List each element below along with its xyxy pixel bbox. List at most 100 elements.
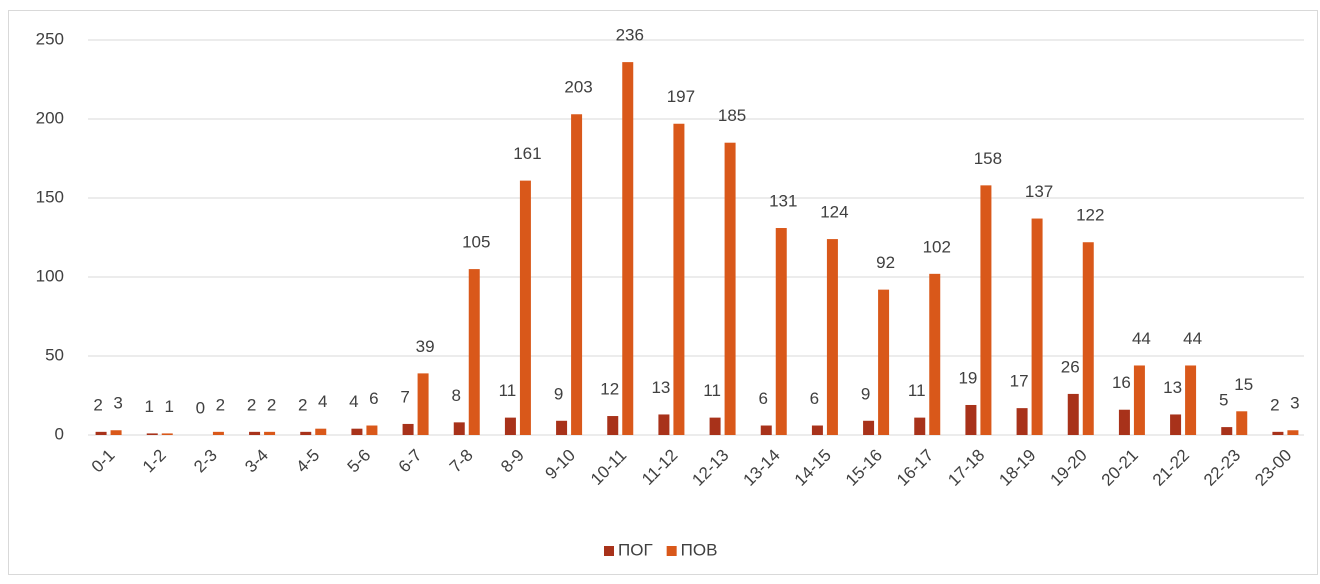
- data-label: 6: [369, 389, 378, 408]
- data-label: 2: [93, 395, 102, 414]
- bar: [366, 425, 378, 435]
- bar: [929, 273, 941, 435]
- data-label: 1: [145, 397, 154, 416]
- data-label: 102: [923, 237, 951, 256]
- bar: [1221, 427, 1233, 435]
- bar: [315, 428, 327, 435]
- bar: [402, 423, 414, 435]
- bar: [249, 431, 261, 435]
- data-label: 124: [820, 203, 848, 222]
- data-label: 19: [958, 368, 977, 387]
- bar: [519, 180, 531, 435]
- bar: [914, 417, 926, 435]
- data-label: 13: [1163, 378, 1182, 397]
- bar: [863, 420, 875, 435]
- data-label: 16: [1112, 373, 1131, 392]
- bar: [826, 239, 838, 435]
- data-label: 197: [667, 87, 695, 106]
- bar: [673, 123, 685, 436]
- bar: [1133, 365, 1145, 435]
- legend-label: ПОВ: [681, 540, 718, 559]
- data-label: 9: [861, 384, 870, 403]
- data-label: 11: [908, 381, 926, 400]
- data-label: 131: [769, 192, 797, 211]
- data-label: 4: [318, 392, 327, 411]
- data-label: 11: [499, 381, 517, 400]
- bar: [811, 425, 823, 435]
- y-tick-label: 0: [55, 424, 64, 443]
- data-label: 2: [216, 395, 225, 414]
- data-label: 12: [600, 380, 619, 399]
- data-label: 9: [554, 384, 563, 403]
- bar: [1067, 393, 1079, 435]
- y-tick-label: 50: [45, 345, 64, 364]
- data-label: 11: [703, 381, 721, 400]
- bar: [212, 431, 224, 435]
- data-label: 13: [651, 378, 670, 397]
- data-label: 2: [298, 395, 307, 414]
- bar: [1118, 409, 1130, 435]
- bar: [351, 428, 363, 435]
- legend-swatch: [604, 546, 614, 556]
- data-label: 3: [1290, 394, 1299, 413]
- data-label: 7: [400, 387, 409, 406]
- data-label: 8: [452, 386, 461, 405]
- bar: [556, 420, 568, 435]
- bar: [300, 431, 312, 435]
- data-label: 2: [267, 395, 276, 414]
- bar: [1016, 408, 1028, 435]
- bar: [468, 269, 480, 435]
- data-label: 137: [1025, 182, 1053, 201]
- data-label: 17: [1010, 372, 1029, 391]
- data-label: 15: [1234, 375, 1253, 394]
- y-tick-label: 150: [36, 187, 64, 206]
- y-tick-label: 200: [36, 108, 64, 127]
- data-label: 26: [1061, 357, 1080, 376]
- data-label: 203: [564, 78, 592, 97]
- bar: [453, 422, 465, 435]
- data-label: 5: [1219, 391, 1228, 410]
- bar: [571, 114, 583, 435]
- data-label: 44: [1132, 329, 1151, 348]
- bar: [724, 142, 736, 435]
- bar: [760, 425, 772, 435]
- bar: [1272, 431, 1284, 435]
- data-label: 1: [165, 397, 174, 416]
- data-label: 161: [513, 144, 541, 163]
- bar: [1287, 430, 1299, 435]
- data-label: 0: [196, 398, 205, 417]
- legend-swatch: [666, 546, 677, 556]
- data-label: 6: [810, 389, 819, 408]
- y-tick-label: 100: [36, 266, 64, 285]
- bar: [1082, 242, 1094, 435]
- data-label: 158: [974, 149, 1002, 168]
- chart-frame: [8, 10, 1318, 575]
- bar: [417, 373, 429, 435]
- legend-label: ПОГ: [618, 540, 653, 559]
- data-label: 6: [759, 389, 768, 408]
- data-label: 122: [1076, 206, 1104, 225]
- bar: [1170, 414, 1182, 435]
- bar: [1236, 411, 1248, 435]
- bar: [775, 228, 787, 435]
- bar: [709, 417, 721, 435]
- bar: [658, 414, 670, 435]
- bar: [1185, 365, 1197, 435]
- data-label: 2: [1270, 395, 1279, 414]
- bar: [878, 289, 890, 435]
- bar: [504, 417, 516, 435]
- data-label: 92: [876, 253, 895, 272]
- data-label: 185: [718, 106, 746, 125]
- data-label: 4: [349, 392, 358, 411]
- bar: [607, 416, 619, 435]
- bar: [980, 185, 992, 435]
- bar: [110, 430, 122, 435]
- data-label: 3: [113, 394, 122, 413]
- data-label: 236: [616, 26, 644, 45]
- bar: [622, 62, 634, 436]
- bar: [95, 431, 107, 435]
- data-label: 105: [462, 233, 490, 252]
- bar: [1031, 218, 1043, 435]
- data-label: 2: [247, 395, 256, 414]
